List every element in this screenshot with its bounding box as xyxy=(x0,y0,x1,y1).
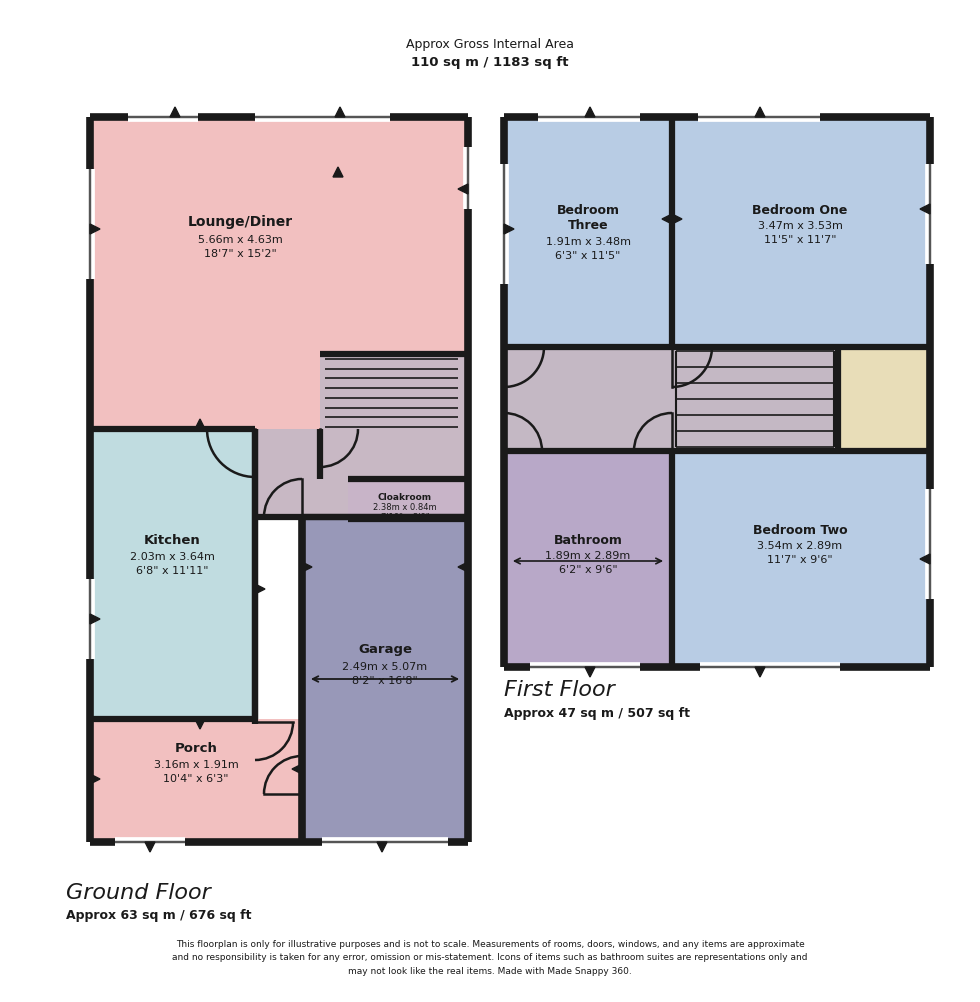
Text: 18'7" x 15'2": 18'7" x 15'2" xyxy=(204,249,276,260)
Text: Approx Gross Internal Area: Approx Gross Internal Area xyxy=(406,37,574,50)
Text: 7'10" x 2'9": 7'10" x 2'9" xyxy=(380,513,429,522)
Bar xyxy=(90,719,302,842)
Text: 11'5" x 11'7": 11'5" x 11'7" xyxy=(763,234,836,244)
Bar xyxy=(504,452,672,667)
Text: 8'2" x 16'8": 8'2" x 16'8" xyxy=(352,675,417,685)
Bar xyxy=(672,452,930,667)
Polygon shape xyxy=(920,204,930,214)
Text: 6'8" x 11'11": 6'8" x 11'11" xyxy=(136,566,209,576)
Polygon shape xyxy=(90,224,100,234)
Polygon shape xyxy=(585,667,595,677)
Text: Three: Three xyxy=(567,218,609,231)
Text: Lounge/Diner: Lounge/Diner xyxy=(187,214,293,228)
Text: Approx 63 sq m / 676 sq ft: Approx 63 sq m / 676 sq ft xyxy=(66,909,252,922)
Text: 1.89m x 2.89m: 1.89m x 2.89m xyxy=(546,550,630,560)
Polygon shape xyxy=(672,214,682,224)
Polygon shape xyxy=(458,184,468,194)
Text: 1.91m x 3.48m: 1.91m x 3.48m xyxy=(546,236,630,246)
Bar xyxy=(320,355,468,480)
Polygon shape xyxy=(755,667,765,677)
Text: Bathroom: Bathroom xyxy=(554,533,622,546)
Bar xyxy=(504,118,672,348)
Bar xyxy=(348,480,465,519)
Polygon shape xyxy=(195,719,205,729)
Polygon shape xyxy=(377,842,387,852)
Text: Cloakroom: Cloakroom xyxy=(378,492,432,501)
Text: Porch: Porch xyxy=(174,740,218,754)
Text: Bedroom: Bedroom xyxy=(557,203,619,216)
Text: 5.66m x 4.63m: 5.66m x 4.63m xyxy=(198,234,282,244)
Bar xyxy=(504,118,930,667)
Text: Bedroom One: Bedroom One xyxy=(753,203,848,216)
Text: 3.54m x 2.89m: 3.54m x 2.89m xyxy=(758,540,843,550)
Text: 110 sq m / 1183 sq ft: 110 sq m / 1183 sq ft xyxy=(412,55,568,68)
Polygon shape xyxy=(90,614,100,624)
Polygon shape xyxy=(333,167,343,177)
Text: 6'2" x 9'6": 6'2" x 9'6" xyxy=(559,564,617,574)
Bar xyxy=(302,517,468,842)
Text: This floorplan is only for illustrative purposes and is not to scale. Measuremen: This floorplan is only for illustrative … xyxy=(172,939,808,975)
Polygon shape xyxy=(145,842,155,852)
Bar xyxy=(255,430,468,517)
Polygon shape xyxy=(302,562,312,572)
Text: Ground Floor: Ground Floor xyxy=(66,882,211,902)
Text: 2.03m x 3.64m: 2.03m x 3.64m xyxy=(129,551,215,561)
Polygon shape xyxy=(170,108,180,118)
Text: Garage: Garage xyxy=(358,643,412,656)
Polygon shape xyxy=(458,562,468,572)
Text: First Floor: First Floor xyxy=(504,679,614,699)
Polygon shape xyxy=(335,108,345,118)
Polygon shape xyxy=(195,420,205,430)
Text: 3.16m x 1.91m: 3.16m x 1.91m xyxy=(154,760,238,770)
Text: Approx 47 sq m / 507 sq ft: Approx 47 sq m / 507 sq ft xyxy=(504,705,690,718)
Bar xyxy=(90,430,255,719)
Polygon shape xyxy=(504,224,514,234)
Polygon shape xyxy=(755,108,765,118)
Polygon shape xyxy=(585,108,595,118)
Polygon shape xyxy=(920,554,930,564)
Polygon shape xyxy=(255,584,265,594)
Text: 2.38m x 0.84m: 2.38m x 0.84m xyxy=(373,503,437,512)
Text: Bedroom Two: Bedroom Two xyxy=(753,523,848,536)
Bar xyxy=(838,348,930,452)
Polygon shape xyxy=(90,775,100,785)
Polygon shape xyxy=(292,765,302,775)
Polygon shape xyxy=(90,118,468,842)
Polygon shape xyxy=(662,214,672,224)
Text: 6'3" x 11'5": 6'3" x 11'5" xyxy=(556,250,620,261)
Text: Kitchen: Kitchen xyxy=(144,533,200,546)
Bar xyxy=(672,118,930,348)
Text: 11'7" x 9'6": 11'7" x 9'6" xyxy=(767,554,833,564)
Text: 10'4" x 6'3": 10'4" x 6'3" xyxy=(164,774,228,784)
Text: 3.47m x 3.53m: 3.47m x 3.53m xyxy=(758,220,843,230)
Text: 2.49m x 5.07m: 2.49m x 5.07m xyxy=(342,661,427,671)
